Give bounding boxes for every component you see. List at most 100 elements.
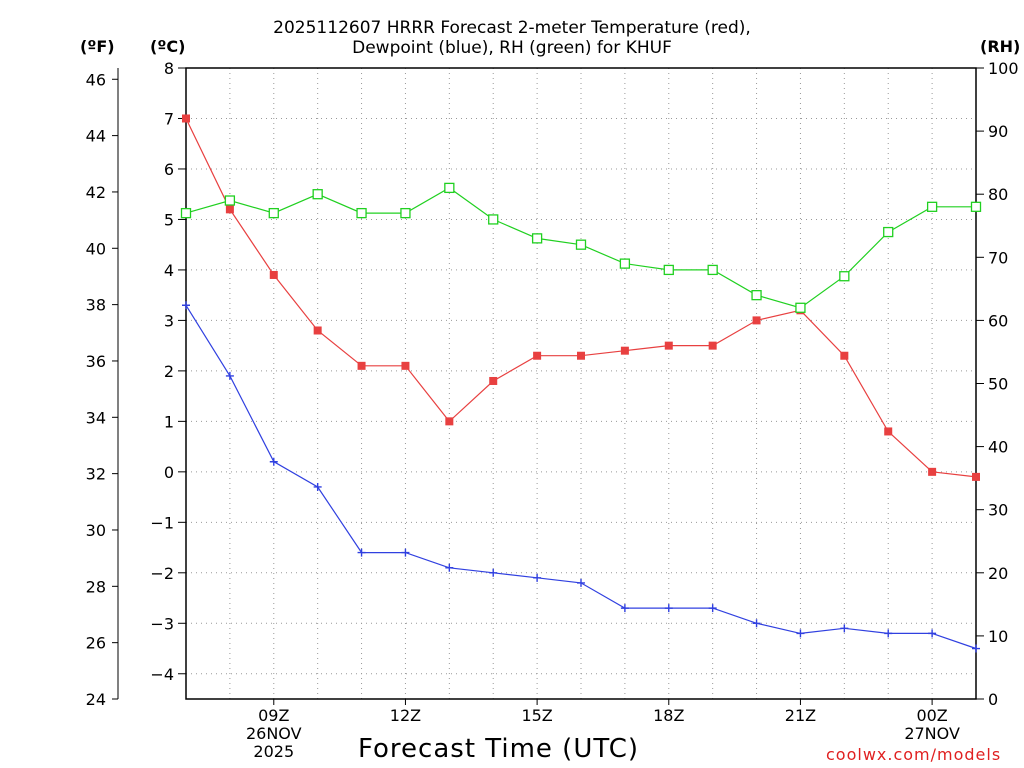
x-tick-label: 2025 <box>253 742 294 761</box>
fahrenheit-tick-label: 32 <box>86 465 106 484</box>
fahrenheit-tick-label: 26 <box>86 634 106 653</box>
fahrenheit-tick-label: 24 <box>86 690 106 709</box>
temperature-point <box>708 341 717 350</box>
dewpoint-point <box>313 482 322 491</box>
dewpoint-point <box>840 624 849 633</box>
rh-point <box>795 302 806 313</box>
celsius-tick-label: −2 <box>150 564 174 583</box>
rh-tick-label: 60 <box>988 311 1008 330</box>
x-tick-label: 09Z <box>258 706 289 725</box>
temperature-point <box>664 341 673 350</box>
celsius-tick-label: 2 <box>164 362 174 381</box>
fahrenheit-tick-label: 40 <box>86 239 106 258</box>
dewpoint-point <box>182 301 190 310</box>
chart-title-line2: Dewpoint (blue), RH (green) for KHUF <box>352 38 672 58</box>
temperature-point <box>489 376 498 385</box>
dewpoint-point <box>445 563 454 572</box>
temperature-point <box>972 472 980 481</box>
temperature-point <box>445 417 454 426</box>
x-tick-label: 27NOV <box>904 724 960 743</box>
dewpoint-point <box>884 629 893 638</box>
rh-point <box>663 264 674 276</box>
fahrenheit-tick-label: 36 <box>86 352 106 371</box>
temperature-point <box>313 326 322 335</box>
celsius-tick-label: 7 <box>164 109 174 128</box>
rh-point <box>619 258 631 269</box>
rh-point <box>268 207 279 219</box>
x-axis-title: Forecast Time (UTC) <box>358 734 640 764</box>
celsius-tick-label: −3 <box>150 614 174 633</box>
dewpoint-point <box>269 457 278 466</box>
temperature-point <box>225 205 234 214</box>
rh-point <box>444 182 455 194</box>
rh-point <box>839 271 850 282</box>
temperature-point <box>840 351 849 360</box>
temperature-point <box>401 361 410 370</box>
dewpoint-point <box>972 644 980 653</box>
rh-point <box>488 214 499 225</box>
rh-point <box>224 195 236 206</box>
rh-tick-label: 0 <box>988 690 998 709</box>
fahrenheit-tick-label: 42 <box>86 183 106 202</box>
chart-title-line1: 2025112607 HRRR Forecast 2-meter Tempera… <box>273 18 751 38</box>
rh-tick-label: 90 <box>988 122 1008 141</box>
x-tick-label: 21Z <box>785 706 816 725</box>
x-tick-label: 00Z <box>916 706 947 725</box>
dewpoint-point <box>577 578 585 587</box>
dewpoint-point <box>796 629 805 638</box>
fahrenheit-tick-label: 34 <box>86 408 106 427</box>
rh-tick-label: 30 <box>988 501 1008 520</box>
celsius-tick-label: 3 <box>164 311 174 330</box>
rh-tick-label: 40 <box>988 438 1008 457</box>
temperature-point <box>884 427 893 436</box>
rh-tick-label: 70 <box>988 248 1008 267</box>
temperature-point <box>533 351 542 360</box>
temperature-point <box>928 467 937 476</box>
celsius-tick-label: 5 <box>164 210 174 229</box>
rh-point <box>926 201 938 212</box>
celsius-tick-label: 8 <box>164 59 174 78</box>
x-tick-label: 12Z <box>390 706 421 725</box>
dewpoint-point <box>533 573 542 582</box>
dewpoint-point <box>620 604 629 613</box>
rh-point <box>356 207 367 219</box>
dewpoint-point <box>401 548 410 557</box>
dewpoint-point <box>489 568 498 577</box>
temperature-point <box>182 114 190 123</box>
rh-tick-label: 100 <box>988 59 1019 78</box>
x-tick-label: 15Z <box>521 706 552 725</box>
rh-tick-label: 10 <box>988 627 1008 646</box>
rh-point <box>707 264 718 276</box>
x-tick-label: 26NOV <box>246 724 302 743</box>
dewpoint-point <box>664 604 673 613</box>
celsius-tick-label: 6 <box>164 160 174 179</box>
x-tick-label: 18Z <box>653 706 684 725</box>
rh-tick-label: 80 <box>988 185 1008 204</box>
fahrenheit-tick-label: 28 <box>86 577 106 596</box>
dewpoint-point <box>225 371 234 380</box>
temperature-point <box>357 361 366 370</box>
temperature-point <box>577 351 585 360</box>
rh-point <box>180 207 192 219</box>
rh-unit-label: (RH) <box>980 37 1021 56</box>
rh-point <box>312 189 323 200</box>
rh-point <box>751 290 762 301</box>
dewpoint-point <box>928 629 937 638</box>
credit-link[interactable]: coolwx.com/models <box>826 745 1002 764</box>
fahrenheit-tick-label: 30 <box>86 521 106 540</box>
rh-tick-label: 50 <box>988 375 1008 394</box>
dewpoint-point <box>708 604 717 613</box>
temperature-point <box>752 316 761 325</box>
fahrenheit-tick-label: 38 <box>86 296 106 315</box>
rh-point <box>531 233 543 244</box>
rh-point <box>400 207 411 219</box>
rh-tick-label: 20 <box>988 564 1008 583</box>
temperature-point <box>269 270 278 279</box>
celsius-tick-label: −4 <box>150 665 174 684</box>
fahrenheit-tick-label: 46 <box>86 70 106 89</box>
fahrenheit-unit-label: (ºF) <box>80 37 115 56</box>
celsius-unit-label: (ºC) <box>150 37 186 56</box>
dewpoint-point <box>357 548 366 557</box>
fahrenheit-tick-label: 44 <box>86 127 106 146</box>
